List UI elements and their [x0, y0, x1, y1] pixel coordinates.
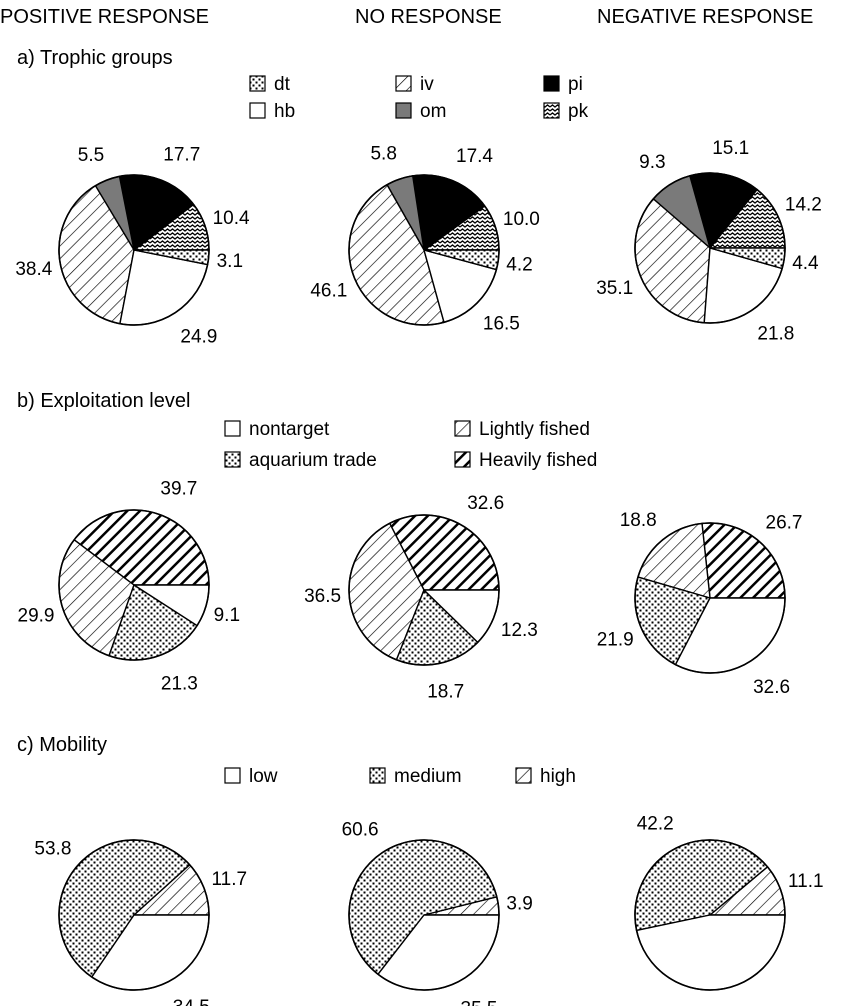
- legend-swatch-dt: [249, 75, 266, 92]
- slice-value-label-pi: 15.1: [712, 138, 749, 159]
- slice-value-label-dt: 3.1: [217, 251, 243, 272]
- legend-label-heavily: Heavily fished: [479, 450, 597, 471]
- legend-label-hb: hb: [274, 101, 295, 122]
- slice-value-label-hb: 16.5: [483, 314, 520, 335]
- slice-value-label-hb: 21.8: [757, 324, 794, 345]
- legend-swatch-pi: [543, 75, 560, 92]
- legend-swatch-low: [224, 767, 241, 784]
- slice-value-label-dt: 4.2: [506, 255, 532, 276]
- slice-value-label-medium: 42.2: [637, 813, 674, 834]
- column-heading-negative: NEGATIVE RESPONSE: [597, 6, 813, 28]
- slice-value-label-lightly: 18.8: [620, 510, 657, 531]
- pie-slice-heavily: [701, 522, 786, 599]
- legend-label-nontarget: nontarget: [249, 419, 330, 440]
- legend-swatch-heavily: [454, 451, 471, 468]
- legend-label-pi: pi: [568, 74, 583, 95]
- pie-outline: [58, 509, 210, 661]
- pie-outline: [348, 514, 500, 666]
- legend-label-om: om: [420, 101, 446, 122]
- legend-swatch-hb: [249, 102, 266, 119]
- pie-outline: [634, 839, 786, 991]
- slice-value-label-pk: 10.0: [503, 209, 540, 230]
- slice-value-label-heavily: 39.7: [160, 478, 197, 499]
- slice-value-label-iv: 46.1: [310, 280, 347, 301]
- slice-value-label-om: 5.5: [78, 145, 104, 166]
- slice-value-label-high: 11.7: [212, 869, 248, 890]
- legends: dt iv pi hb om pk nontarget Lightly fished aquar…: [224, 74, 597, 787]
- slice-value-label-aquarium: 18.7: [427, 682, 464, 703]
- slice-value-label-high: 3.9: [506, 893, 532, 914]
- legend-label-iv: iv: [420, 74, 434, 95]
- pie-slice-low: [635, 914, 786, 991]
- section-title-exploitation-level: b) Exploitation level: [17, 390, 190, 412]
- legend-swatch-nontarget: [224, 420, 241, 437]
- slice-value-label-lightly: 29.9: [18, 606, 55, 627]
- legend-label-high: high: [540, 766, 576, 787]
- pie-outline: [634, 522, 786, 674]
- legend-swatch-aquarium: [224, 451, 241, 468]
- slice-value-label-hb: 24.9: [180, 326, 217, 347]
- section-title-mobility: c) Mobility: [17, 734, 107, 756]
- pie-outline: [58, 839, 210, 991]
- slice-value-label-nontarget: 32.6: [753, 677, 790, 698]
- slice-value-label-iv: 38.4: [15, 259, 52, 280]
- legend-swatch-high: [515, 767, 532, 784]
- pie-outline: [348, 174, 500, 326]
- slice-value-label-pi: 17.4: [456, 146, 493, 167]
- legend-label-pk: pk: [568, 101, 589, 122]
- legend-label-low: low: [249, 766, 278, 787]
- slice-value-label-om: 5.8: [370, 144, 396, 165]
- slice-value-label-low: 34.5: [173, 997, 210, 1006]
- slice-value-label-medium: 53.8: [34, 838, 71, 859]
- pies: [58, 172, 786, 991]
- pie-outline: [348, 839, 500, 991]
- column-heading-no-response: NO RESPONSE: [355, 6, 502, 28]
- legend-swatch-iv: [395, 75, 412, 92]
- pie-outline: [634, 172, 786, 324]
- legend-swatch-lightly: [454, 420, 471, 437]
- column-heading-positive: POSITIVE RESPONSE: [0, 6, 209, 28]
- legend-label-aquarium: aquarium trade: [249, 450, 377, 471]
- slice-value-label-low: 35.5: [461, 999, 498, 1006]
- slice-value-label-high: 11.1: [788, 871, 824, 892]
- slice-value-label-dt: 4.4: [792, 253, 819, 274]
- legend-swatch-pk: [543, 102, 560, 119]
- slice-value-label-heavily: 32.6: [467, 493, 504, 514]
- slice-value-label-pk: 10.4: [213, 208, 250, 229]
- legend-label-lightly: Lightly fished: [479, 419, 590, 440]
- legend-swatch-om: [395, 102, 412, 119]
- slice-labels: 10.4 17.7 5.5 38.4 24.9 3.1 10.0 17.4 5.8 46.1 16.…: [15, 138, 823, 1006]
- slice-value-label-om: 9.3: [639, 152, 665, 173]
- slice-value-label-nontarget: 12.3: [501, 620, 538, 641]
- pie-outline: [58, 174, 210, 326]
- legend-swatch-medium: [369, 767, 386, 784]
- section-title-trophic-groups: a) Trophic groups: [17, 47, 173, 69]
- legend-label-dt: dt: [274, 74, 291, 95]
- slice-value-label-aquarium: 21.3: [161, 673, 198, 694]
- slice-value-label-aquarium: 21.9: [597, 630, 634, 651]
- slice-value-label-iv: 35.1: [596, 278, 633, 299]
- slice-value-label-heavily: 26.7: [766, 512, 803, 533]
- slice-value-label-pi: 17.7: [163, 145, 200, 166]
- legend-label-medium: medium: [394, 766, 462, 787]
- slice-value-label-pk: 14.2: [785, 195, 822, 216]
- slice-value-label-medium: 60.6: [342, 820, 379, 841]
- slice-value-label-nontarget: 9.1: [214, 605, 240, 626]
- slice-value-label-lightly: 36.5: [304, 586, 341, 607]
